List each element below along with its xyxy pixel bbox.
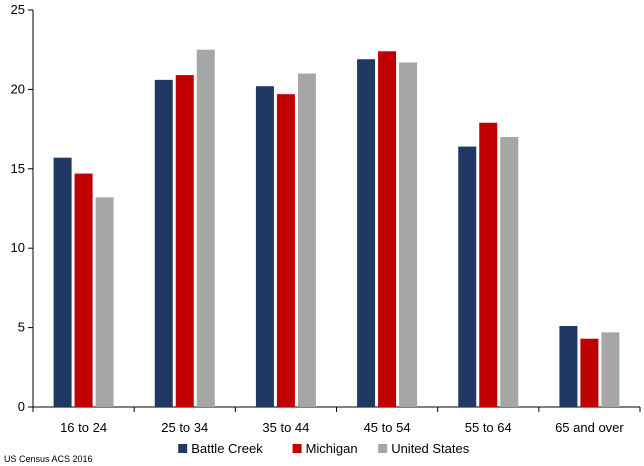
bar-michigan: [479, 122, 498, 408]
y-tick-label: 10: [11, 240, 25, 255]
bar-series: [53, 49, 620, 408]
bar-battle-creek: [53, 157, 72, 407]
x-tick-label: 55 to 64: [465, 420, 512, 435]
legend-label: United States: [391, 441, 470, 456]
bar-united-states: [297, 73, 316, 408]
y-tick-label: 5: [18, 320, 25, 335]
bar-united-states: [196, 49, 215, 407]
y-tick-label: 15: [11, 161, 25, 176]
bar-battle-creek: [154, 79, 173, 407]
bar-battle-creek: [458, 146, 477, 407]
bar-battle-creek: [559, 326, 578, 407]
x-axis: 16 to 24 25 to 34 35 to 44 45 to 54 55 to 64…: [32, 406, 641, 435]
bar-michigan: [74, 173, 93, 407]
legend-swatch: [178, 444, 188, 453]
x-tick-label: 25 to 34: [161, 420, 208, 435]
x-tick-label: 35 to 44: [262, 420, 309, 435]
legend-label: Battle Creek: [191, 441, 263, 456]
bar-michigan: [175, 75, 194, 407]
x-tick-label: 65 and over: [555, 420, 624, 435]
legend: Battle Creek Michigan United States: [178, 441, 470, 456]
y-tick-label: 20: [11, 81, 25, 96]
y-tick-label: 0: [18, 399, 25, 414]
x-tick-label: 45 to 54: [364, 420, 411, 435]
bar-united-states: [601, 332, 620, 407]
legend-label: Michigan: [306, 441, 358, 456]
legend-swatch: [378, 444, 388, 453]
y-tick-label: 25: [11, 2, 25, 17]
bar-michigan: [378, 51, 397, 408]
bar-michigan: [276, 94, 295, 407]
source-note: US Census ACS 2016: [4, 454, 93, 464]
bar-united-states: [500, 137, 519, 408]
bar-battle-creek: [255, 86, 274, 407]
x-tick-label: 16 to 24: [60, 420, 107, 435]
y-axis: 0 5 10 15 20 25: [11, 2, 34, 414]
bar-michigan: [580, 338, 599, 407]
legend-swatch: [292, 444, 302, 453]
bar-united-states: [399, 62, 418, 408]
bar-united-states: [95, 197, 114, 407]
bar-battle-creek: [357, 59, 376, 408]
